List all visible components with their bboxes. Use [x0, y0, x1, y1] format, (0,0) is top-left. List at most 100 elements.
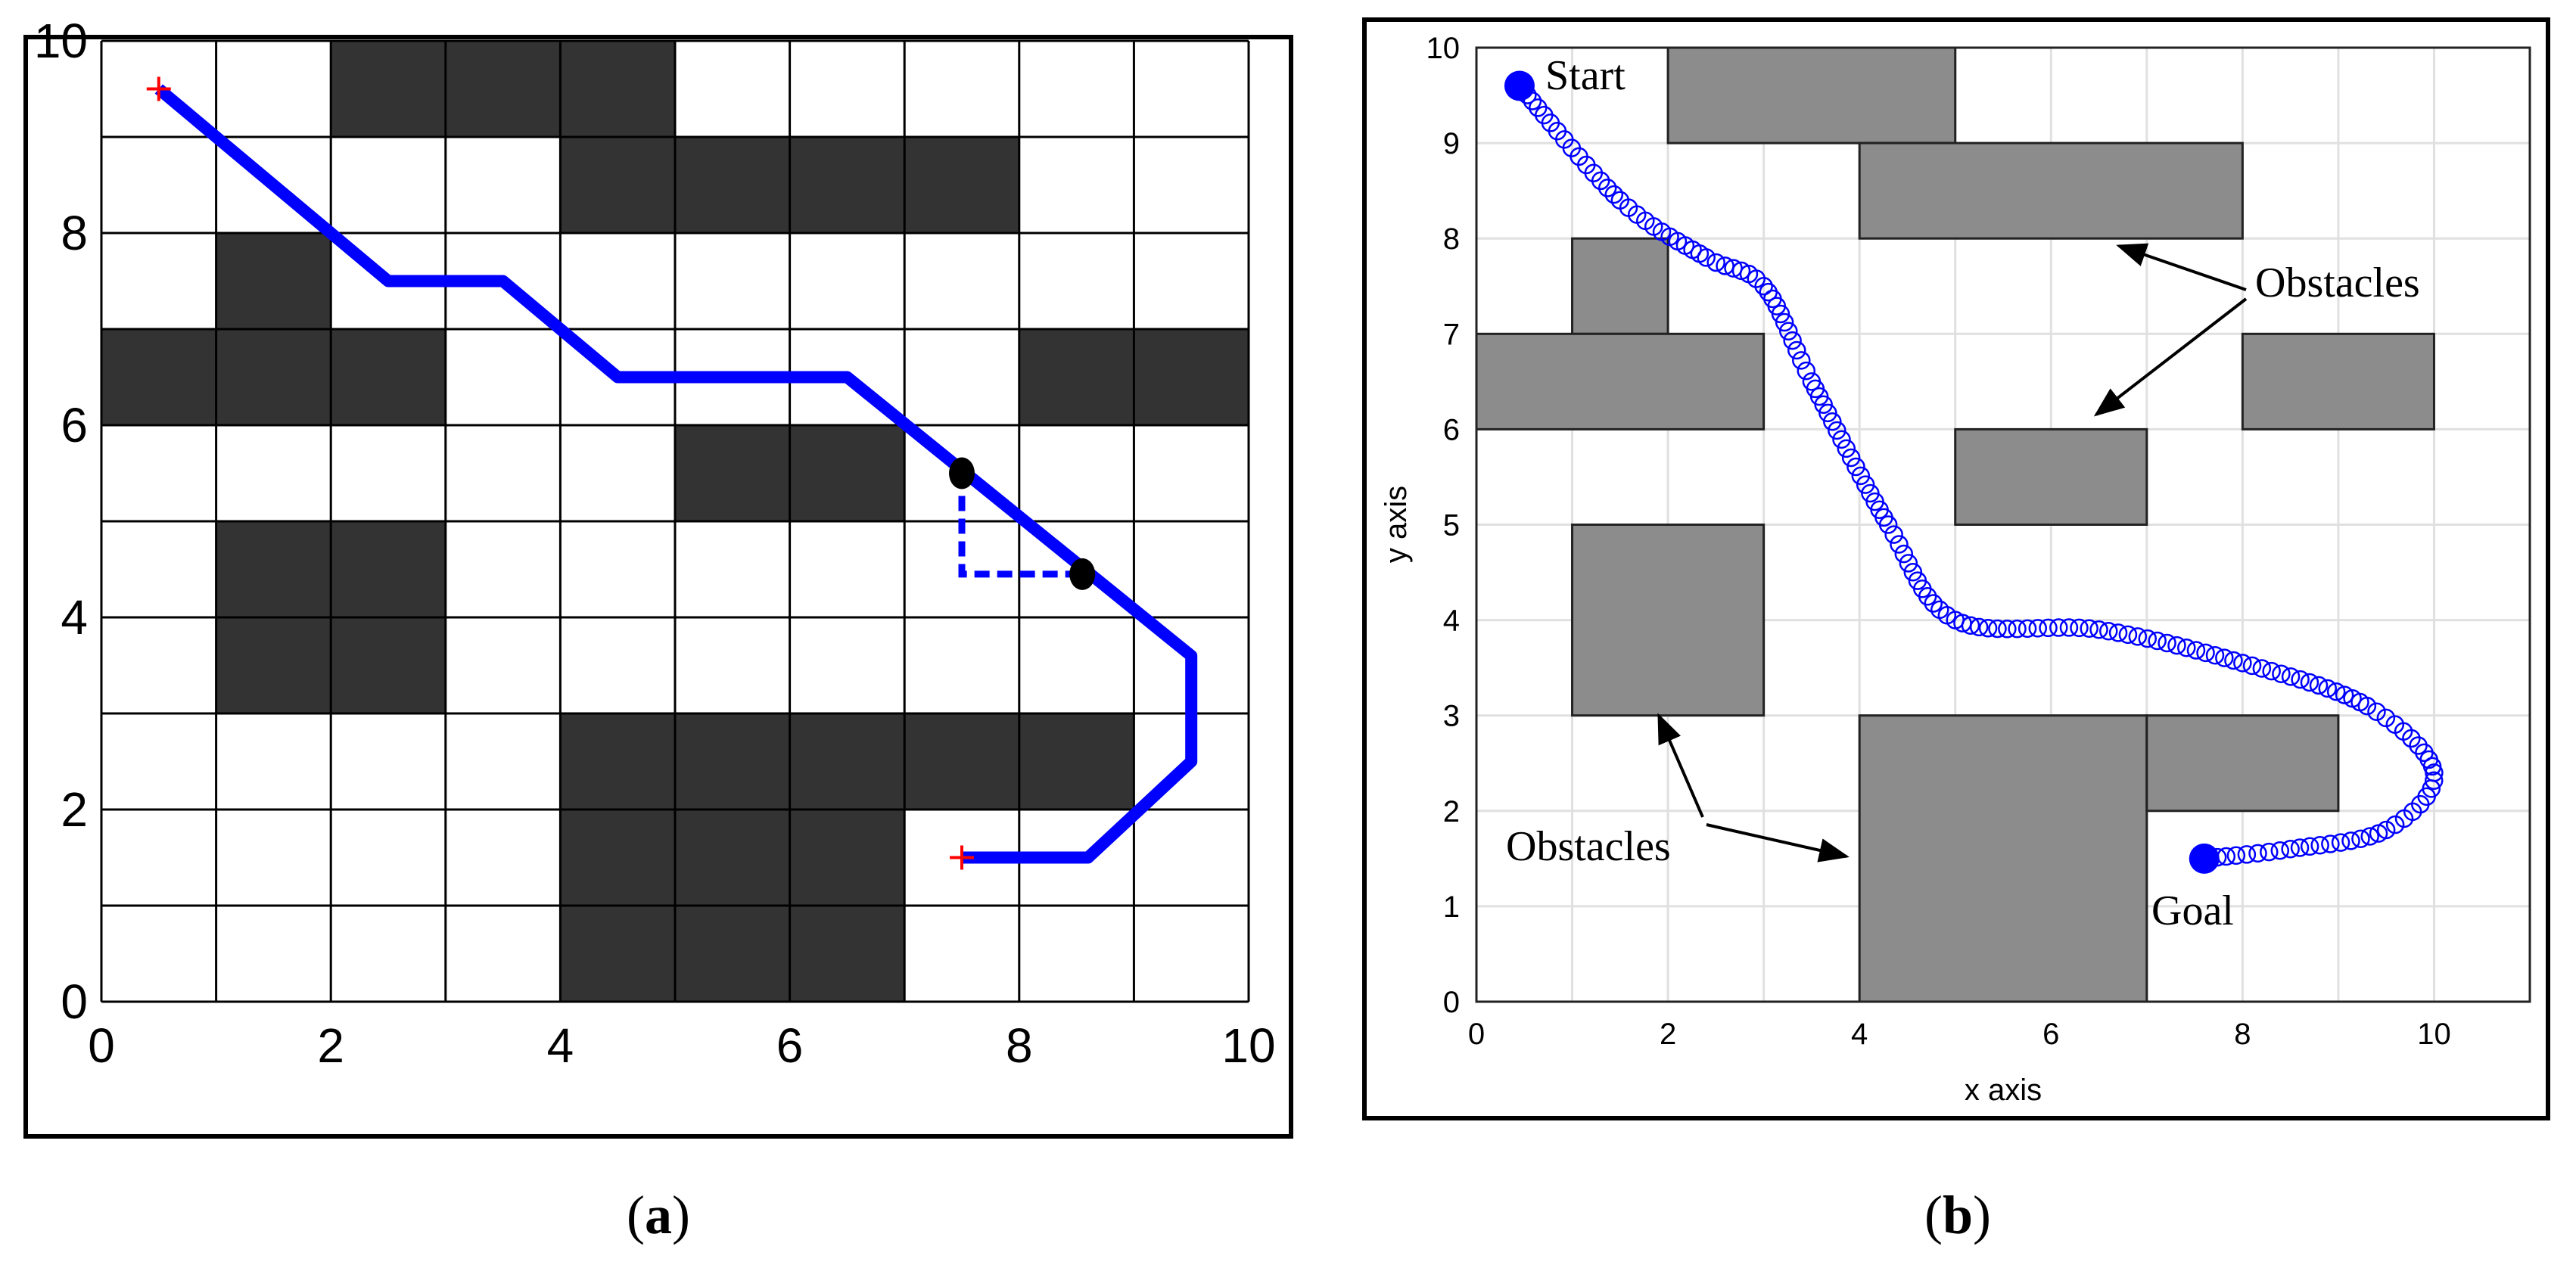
trajectory-point [2321, 834, 2340, 853]
trajectory-point [1771, 304, 1790, 324]
trajectory-point [2260, 842, 2279, 862]
obstacle-cell [1134, 329, 1249, 425]
obstacle-cell [1019, 329, 1134, 425]
obstacle-cell [675, 906, 790, 1002]
y-tick-label: 2 [61, 782, 88, 837]
trajectory-point [2300, 837, 2319, 856]
y-tick-label: 8 [61, 206, 88, 260]
trajectory-point [1903, 563, 1923, 582]
arrow-obstacles-bottom-2 [1706, 823, 1850, 862]
caption-b-letter: b [1942, 1185, 1974, 1245]
panel-a-paths [146, 76, 1198, 870]
trajectory-point [2224, 651, 2243, 670]
x-tick-label: 4 [547, 1018, 574, 1073]
obstacle-cell [789, 810, 905, 906]
trajectory-point [1754, 277, 1773, 296]
trajectory-point [2272, 664, 2291, 683]
trajectory-point [2341, 831, 2360, 850]
obstacle-cell [331, 329, 446, 425]
obstacle-cell [216, 617, 331, 713]
trajectory-point [1792, 351, 1811, 370]
obstacle-cell [560, 137, 675, 233]
trajectory-point [2318, 679, 2338, 698]
obstacle-cell [675, 810, 790, 906]
y-tick-label: 7 [1443, 318, 1460, 351]
obstacle-cell [560, 41, 675, 137]
panel-a-x-tick-labels: 0 2 4 6 8 10 [88, 1018, 1275, 1073]
obstacle-cell [331, 521, 446, 617]
x-tick-label: 8 [1006, 1018, 1033, 1073]
x-tick-label: 4 [1851, 1018, 1868, 1051]
trajectory-point [1899, 554, 1918, 573]
obstacle-cell [789, 906, 905, 1002]
start-marker [146, 76, 171, 101]
trajectory-point [2281, 667, 2301, 686]
x-tick-label: 10 [2417, 1018, 2451, 1051]
y-tick-label: 2 [1443, 795, 1460, 828]
trajectory-point [2205, 645, 2225, 665]
panel-b-x-tick-labels: 0 2 4 6 8 10 [1468, 1018, 2451, 1051]
trajectory-point [2262, 661, 2281, 681]
trajectory-point [1961, 616, 1980, 635]
trajectory-point [1890, 535, 1909, 554]
obstacle-cell [904, 137, 1019, 233]
start-label: Start [1545, 52, 1626, 99]
obstacle-cell [560, 713, 675, 810]
caption-b: (b) [1924, 1185, 1991, 1245]
trajectory-point [2049, 618, 2068, 637]
trajectory-point [1706, 253, 1725, 272]
trajectory-point [2070, 618, 2089, 638]
obstacle-cell [675, 713, 790, 810]
trajectory-point [2028, 619, 2048, 638]
trajectory-point [2167, 636, 2186, 655]
trajectory-point [2291, 670, 2310, 689]
planned-path [154, 84, 1198, 864]
trajectory-point [2186, 641, 2206, 660]
trajectory-point [1779, 322, 1798, 341]
trajectory-point [2270, 841, 2290, 860]
trajectory-point [2242, 656, 2262, 676]
x-tick-label: 10 [1221, 1018, 1275, 1073]
waypoint-node [1069, 558, 1096, 590]
x-tick-label: 0 [88, 1018, 115, 1073]
trajectory-point [2252, 659, 2272, 678]
obstacle-cell [560, 906, 675, 1002]
dashed-alternative-path [958, 473, 1083, 578]
obstacle-cell [445, 41, 561, 137]
trajectory-point [2226, 846, 2246, 866]
y-axis-label: y axis [1380, 486, 1413, 563]
trajectory-point [2018, 619, 2037, 639]
trajectory-point [2237, 845, 2257, 864]
y-tick-label: 9 [1443, 127, 1460, 160]
trajectory-point [1814, 395, 1833, 415]
x-tick-label: 0 [1468, 1018, 1485, 1051]
start-point [1504, 70, 1535, 101]
y-tick-label: 5 [1443, 509, 1460, 542]
obstacle-block [1475, 332, 1766, 430]
trajectory-point [2248, 844, 2267, 863]
trajectory-point [1894, 544, 1914, 564]
trajectory-point [1591, 171, 1610, 191]
panel-b: 0 2 4 6 8 10 0 1 2 3 4 5 6 7 8 9 10 x axis y axis Start… [1362, 17, 2550, 1120]
caption-a-letter: a [645, 1185, 672, 1245]
trajectory-point [1884, 525, 1903, 544]
panel-a-obstacle-cells [101, 41, 1249, 1002]
obstacle-block [1571, 524, 1766, 717]
panel-a-y-tick-labels: 0 2 4 6 8 10 [34, 14, 88, 1029]
trajectory-point [2310, 835, 2329, 855]
trajectory-point [2402, 729, 2421, 748]
trajectory-point [2039, 618, 2058, 638]
trajectory-point [2215, 648, 2234, 667]
y-tick-label: 10 [1426, 32, 1461, 65]
panel-b-obstacles [1475, 46, 2435, 1003]
obstacle-cell [331, 41, 446, 137]
y-tick-label: 4 [61, 590, 88, 645]
x-tick-label: 6 [2042, 1018, 2059, 1051]
obstacle-cell [216, 233, 331, 329]
panel-b-y-tick-labels: 0 1 2 3 4 5 6 7 8 9 10 [1426, 32, 1461, 1019]
arrow-obstacles-top-2 [2093, 297, 2248, 417]
trajectory-point [2138, 629, 2158, 648]
arrow-obstacles-bottom-1 [1657, 713, 1704, 818]
caption-a: (a) [627, 1185, 690, 1245]
panel-b-plot-box [1475, 46, 2531, 1003]
